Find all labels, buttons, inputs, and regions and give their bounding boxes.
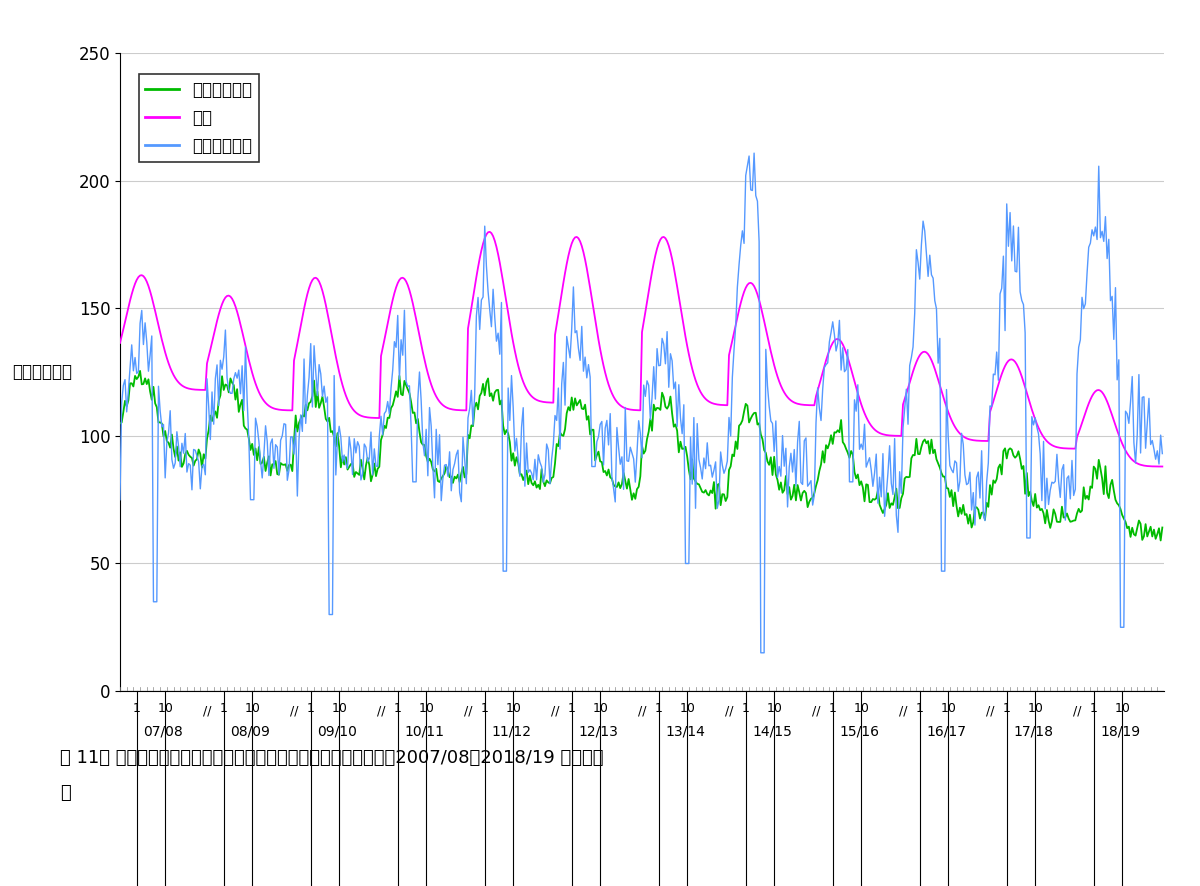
Text: 10: 10 (245, 703, 260, 715)
Text: 1: 1 (394, 703, 402, 715)
Text: ）: ） (60, 784, 71, 802)
Text: 1: 1 (133, 703, 140, 715)
Text: 1: 1 (568, 703, 576, 715)
Text: 16/17: 16/17 (926, 725, 966, 738)
Text: 17/18: 17/18 (1014, 725, 1054, 738)
Text: 1: 1 (307, 703, 314, 715)
Text: 12/13: 12/13 (578, 725, 618, 738)
Text: 14/15: 14/15 (752, 725, 792, 738)
Text: //: // (899, 705, 907, 718)
Text: 10: 10 (505, 703, 521, 715)
Text: 18/19: 18/19 (1100, 725, 1140, 738)
Text: //: // (377, 705, 385, 718)
Text: 10/11: 10/11 (404, 725, 444, 738)
Text: 10: 10 (593, 703, 608, 715)
Legend: ベースライン, 閾値, 実際の死亡数: ベースライン, 閾値, 実際の死亡数 (139, 74, 259, 161)
Text: //: // (203, 705, 211, 718)
Text: 10: 10 (941, 703, 956, 715)
Text: //: // (637, 705, 647, 718)
Text: //: // (1073, 705, 1081, 718)
Text: 10: 10 (679, 703, 695, 715)
Text: 図 11． 東京都特別区における死亡者数、超過死亡レベルの推移（2007/08～2018/19 シーズン: 図 11． 東京都特別区における死亡者数、超過死亡レベルの推移（2007/08～… (60, 749, 604, 766)
Text: 11/12: 11/12 (492, 725, 532, 738)
Text: 1: 1 (481, 703, 488, 715)
Text: //: // (725, 705, 733, 718)
Text: 07/08: 07/08 (144, 725, 184, 738)
Text: 08/09: 08/09 (230, 725, 270, 738)
Text: 死亡数（人）: 死亡数（人） (12, 363, 72, 381)
Text: 10: 10 (157, 703, 173, 715)
Text: //: // (985, 705, 995, 718)
Text: //: // (463, 705, 473, 718)
Text: 10: 10 (767, 703, 782, 715)
Text: 1: 1 (1003, 703, 1010, 715)
Text: 09/10: 09/10 (318, 725, 358, 738)
Text: 1: 1 (916, 703, 924, 715)
Text: 1: 1 (655, 703, 662, 715)
Text: 10: 10 (1115, 703, 1130, 715)
Text: 10: 10 (1027, 703, 1043, 715)
Text: 13/14: 13/14 (666, 725, 706, 738)
Text: 1: 1 (742, 703, 750, 715)
Text: 10: 10 (419, 703, 434, 715)
Text: 1: 1 (1090, 703, 1098, 715)
Text: 1: 1 (220, 703, 228, 715)
Text: //: // (811, 705, 821, 718)
Text: 10: 10 (331, 703, 347, 715)
Text: 1: 1 (829, 703, 836, 715)
Text: 10: 10 (853, 703, 869, 715)
Text: //: // (289, 705, 299, 718)
Text: 15/16: 15/16 (840, 725, 880, 738)
Text: //: // (551, 705, 559, 718)
